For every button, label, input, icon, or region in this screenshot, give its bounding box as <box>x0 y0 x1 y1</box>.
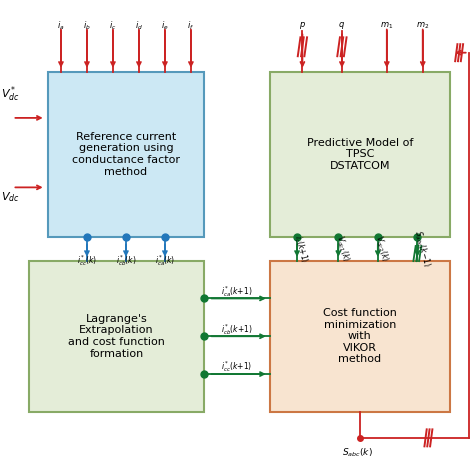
Text: Lagrange's
Extrapolation
and cost function
formation: Lagrange's Extrapolation and cost functi… <box>68 314 165 359</box>
Text: $p$: $p$ <box>299 20 306 31</box>
Text: $i_{cc}^*(k)$: $i_{cc}^*(k)$ <box>77 254 97 268</box>
Text: $i_c(k{+}1)$: $i_c(k{+}1)$ <box>292 234 311 264</box>
Text: $i_{ca}^*(k{+}1)$: $i_{ca}^*(k{+}1)$ <box>221 284 253 299</box>
Text: $i_d$: $i_d$ <box>135 19 143 32</box>
Text: $i_b$: $i_b$ <box>83 19 91 32</box>
Text: $V_{dc}$: $V_{dc}$ <box>0 190 19 203</box>
Text: $i_c$: $i_c$ <box>109 19 117 32</box>
Text: $i_a$: $i_a$ <box>57 19 65 32</box>
Text: $S_{abc}(k{-}1)$: $S_{abc}(k{-}1)$ <box>411 229 433 269</box>
Text: $q$: $q$ <box>338 20 346 31</box>
Text: Predictive Model of
TPSC
DSTATCOM: Predictive Model of TPSC DSTATCOM <box>307 137 413 171</box>
FancyBboxPatch shape <box>270 72 450 237</box>
Text: $i_f$: $i_f$ <box>187 19 194 32</box>
Text: Cost function
minimization
with
VIKOR
method: Cost function minimization with VIKOR me… <box>323 308 397 365</box>
Text: $i_{cb}^*(k{+}1)$: $i_{cb}^*(k{+}1)$ <box>221 322 253 337</box>
Text: $V_{dc}^*$: $V_{dc}^*$ <box>0 84 19 104</box>
Text: $V_{dc2}(k)$: $V_{dc2}(k)$ <box>372 234 391 264</box>
FancyBboxPatch shape <box>270 261 450 412</box>
Text: $m_2$: $m_2$ <box>416 20 429 31</box>
Text: $i_{cb}^*(k)$: $i_{cb}^*(k)$ <box>116 254 136 268</box>
Text: $i_{ca}^*(k)$: $i_{ca}^*(k)$ <box>155 254 175 268</box>
Text: $m_1$: $m_1$ <box>380 20 393 31</box>
Text: $i_e$: $i_e$ <box>161 19 169 32</box>
FancyBboxPatch shape <box>48 72 204 237</box>
Text: $V_{dc1}(k)$: $V_{dc1}(k)$ <box>333 234 352 264</box>
Text: $i_{cc}^*(k{+}1)$: $i_{cc}^*(k{+}1)$ <box>221 359 253 374</box>
FancyBboxPatch shape <box>29 261 204 412</box>
Text: $S_{abc}(k)$: $S_{abc}(k)$ <box>342 447 373 459</box>
Text: Reference current
generation using
conductance factor
method: Reference current generation using condu… <box>72 132 180 177</box>
